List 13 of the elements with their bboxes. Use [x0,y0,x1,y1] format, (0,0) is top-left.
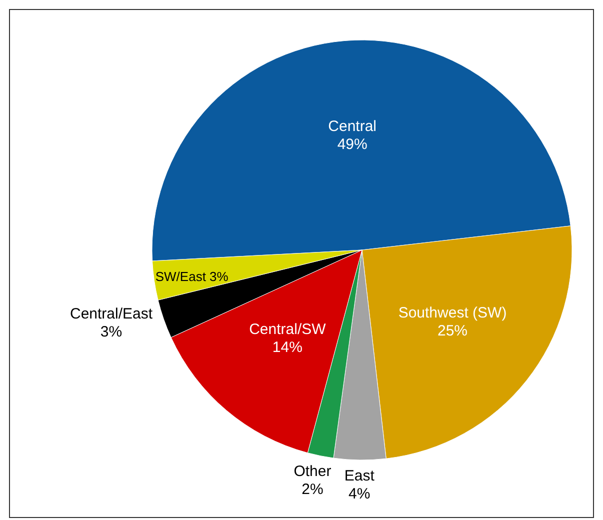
slice-label: Other [294,463,332,480]
slice-label: Southwest (SW) [398,304,507,322]
slice-label: SW/East 3% [155,269,229,284]
data-label: 49% [337,136,368,153]
data-label: 3% [100,324,122,341]
slice-label: East [344,467,376,484]
slice-label: Central/SW [249,321,327,338]
data-label: 25% [438,322,468,340]
slice-label: Central/East [70,306,154,323]
data-label: 4% [348,485,370,502]
data-label: 2% [302,481,324,498]
data-label: 14% [272,339,302,356]
slice-label: Central [328,118,377,135]
